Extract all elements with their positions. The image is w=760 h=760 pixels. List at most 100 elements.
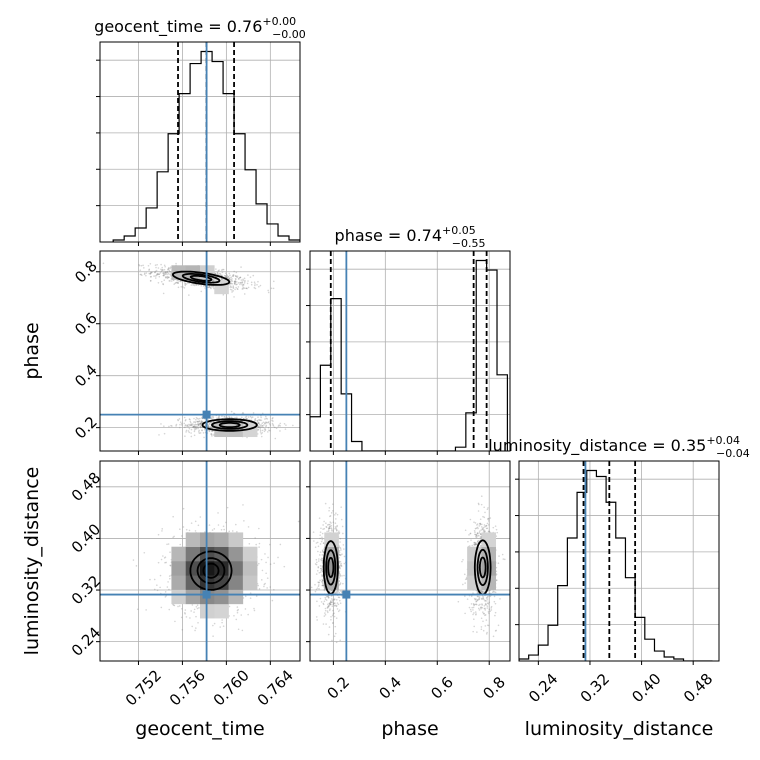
sample-point (257, 280, 259, 283)
sample-point (317, 560, 320, 562)
sample-point (322, 584, 325, 587)
panel-title: phase = 0.74+0.05 −0.55 (335, 224, 486, 250)
sample-point (208, 423, 211, 425)
sample-point (223, 528, 225, 531)
sample-point (202, 432, 205, 434)
sample-point (475, 613, 477, 616)
sample-point (199, 422, 202, 425)
sample-point (325, 526, 328, 528)
sample-point (320, 527, 322, 530)
sample-point (472, 606, 475, 609)
sample-point (481, 590, 484, 593)
density-cell (242, 561, 258, 576)
sample-point (236, 531, 238, 533)
sample-point (233, 412, 235, 415)
sample-point (334, 632, 337, 635)
sample-point (237, 608, 239, 611)
sample-point (328, 527, 330, 529)
sample-point (479, 523, 482, 526)
sample-point (478, 598, 481, 601)
sample-point (162, 555, 164, 557)
sample-point (243, 293, 246, 295)
sample-point (186, 425, 188, 427)
sample-point (266, 422, 268, 424)
sample-point (486, 527, 489, 530)
sample-point (230, 280, 232, 283)
sample-point (336, 589, 339, 592)
sample-point (232, 274, 235, 276)
sample-point (335, 518, 337, 520)
sample-point (321, 574, 323, 576)
sample-point (254, 419, 257, 422)
sample-point (341, 591, 343, 594)
sample-point (138, 263, 140, 266)
density-cell (228, 589, 244, 605)
sample-point (199, 420, 201, 423)
sample-point (335, 641, 338, 644)
sample-point (193, 430, 196, 433)
y-tick-label: 0.48 (68, 469, 104, 505)
sample-point (253, 609, 256, 612)
sample-point (479, 522, 481, 525)
sample-point (340, 565, 343, 568)
sample-point (169, 564, 172, 567)
sample-point (188, 431, 191, 434)
sample-point (334, 625, 337, 628)
sample-point (318, 571, 321, 574)
sample-point (167, 268, 170, 270)
sample-point (179, 426, 181, 429)
sample-point (256, 419, 259, 422)
sample-point (160, 268, 162, 271)
sample-point (325, 595, 328, 598)
sample-point (163, 425, 165, 427)
sample-point (263, 585, 265, 588)
sample-point (324, 612, 326, 614)
sample-point (273, 562, 275, 565)
sample-point (221, 619, 223, 621)
sample-point (154, 277, 157, 279)
sample-point (246, 287, 248, 290)
sample-point (228, 530, 231, 533)
sample-point (234, 416, 236, 419)
sample-point (503, 558, 506, 561)
sample-point (283, 565, 286, 568)
sample-point (320, 601, 323, 603)
sample-point (478, 532, 481, 534)
sample-point (481, 598, 483, 600)
sample-point (244, 595, 247, 598)
sample-point (269, 586, 272, 588)
sample-point (197, 423, 199, 426)
sample-point (232, 290, 234, 292)
contour-line (476, 548, 489, 587)
sample-point (209, 286, 212, 289)
sample-point (473, 529, 476, 532)
sample-point (240, 279, 243, 281)
density-cell (171, 575, 187, 590)
sample-point (483, 604, 486, 607)
x-tick-label: 0.24 (525, 670, 561, 706)
sample-point (328, 525, 331, 528)
sample-point (486, 600, 488, 602)
sample-point (155, 266, 157, 269)
sample-point (339, 575, 342, 577)
sample-point (333, 612, 335, 615)
sample-point (292, 424, 294, 427)
contour-line (181, 273, 221, 284)
sample-point (262, 421, 265, 424)
sample-point (200, 422, 203, 424)
sample-point (321, 565, 324, 567)
sample-point (153, 578, 156, 581)
sample-point (319, 534, 321, 536)
sample-point (211, 529, 214, 531)
sample-point (212, 635, 214, 637)
sample-point (228, 415, 230, 418)
sample-point (261, 424, 264, 427)
sample-point (194, 423, 197, 426)
sample-point (495, 573, 498, 576)
sample-point (321, 580, 324, 582)
sample-point (234, 280, 236, 282)
sample-point (167, 543, 170, 545)
sample-point (198, 423, 200, 426)
sample-point (475, 600, 477, 603)
sample-point (229, 416, 231, 419)
